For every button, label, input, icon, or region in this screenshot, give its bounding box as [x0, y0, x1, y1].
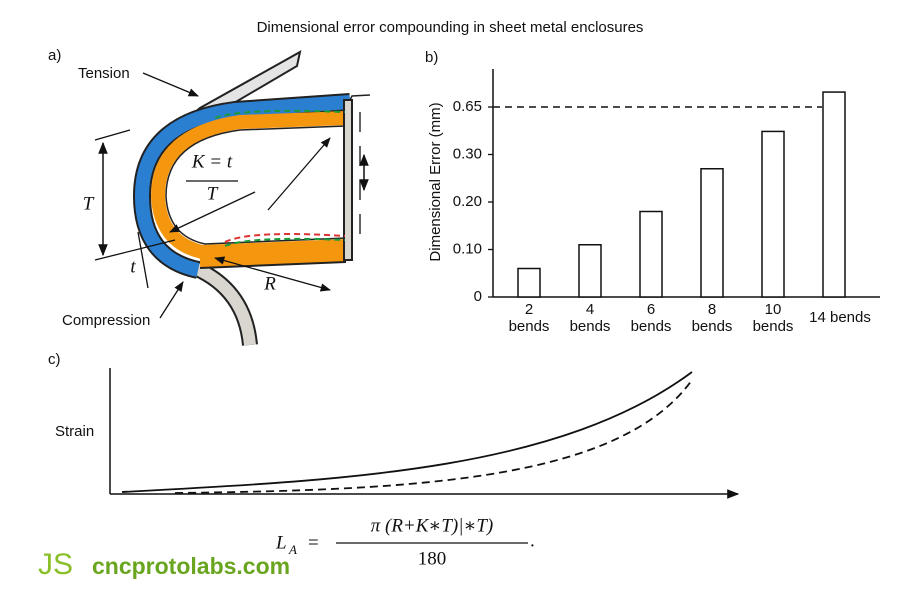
y-tick-label: 0.65 [453, 98, 482, 115]
bar [578, 244, 602, 298]
radius-label: R [263, 273, 276, 294]
x-tick-label: 2 bends [509, 301, 550, 335]
bend-diagram: a) Tension Compression [48, 47, 371, 346]
y-axis-label: Strain [55, 423, 94, 440]
bar [517, 267, 541, 298]
bar [761, 130, 785, 298]
y-tick-label: 0.30 [453, 145, 482, 162]
panel-label: c) [48, 351, 61, 368]
logo-text: cncprotolabs.com [92, 553, 290, 579]
k-numerator: K = t [191, 151, 233, 172]
tension-label: Tension [78, 65, 130, 82]
formula-lhs: L [275, 532, 287, 553]
bar-chart: 0 0.10 0.20 0.30 0.65 2 bends 4 bends 6 bends 8 bend… [453, 69, 880, 335]
x-tick-label: 4 bends [570, 301, 611, 335]
thickness-T: T [83, 193, 95, 214]
thickness-t: t [130, 256, 136, 277]
k-denominator: T [207, 183, 219, 204]
panel-label: a) [48, 47, 61, 64]
x-tick-label: 8 bends [692, 301, 733, 335]
formula-equals: = [308, 532, 319, 553]
y-tick-label: 0 [474, 288, 482, 305]
formula: L A = π (R+K∗T)|∗T) 180 . [275, 515, 535, 569]
strain-plot: c) Strain [48, 351, 740, 499]
logo-mark: JS [38, 548, 73, 581]
formula-numerator: π (R+K∗T)|∗T) [371, 515, 494, 536]
bar [639, 210, 663, 298]
figure-title: Dimensional error compounding in sheet m… [257, 19, 644, 36]
y-tick-label: 0.10 [453, 240, 482, 257]
y-axis-label: Dimensional Error (mm) [427, 102, 444, 261]
formula-end: . [530, 530, 535, 551]
compression-label: Compression [62, 312, 150, 329]
bar [822, 91, 846, 298]
x-tick-label: 10 bends [753, 301, 794, 335]
x-tick-label: 6 bends [631, 301, 672, 335]
panel-label: b) [425, 49, 438, 66]
y-tick-label: 0.20 [453, 193, 482, 210]
formula-denominator: 180 [418, 548, 447, 569]
x-tick-label: 14 bends [809, 309, 871, 326]
formula-subscript: A [288, 542, 297, 557]
bar [700, 168, 724, 298]
